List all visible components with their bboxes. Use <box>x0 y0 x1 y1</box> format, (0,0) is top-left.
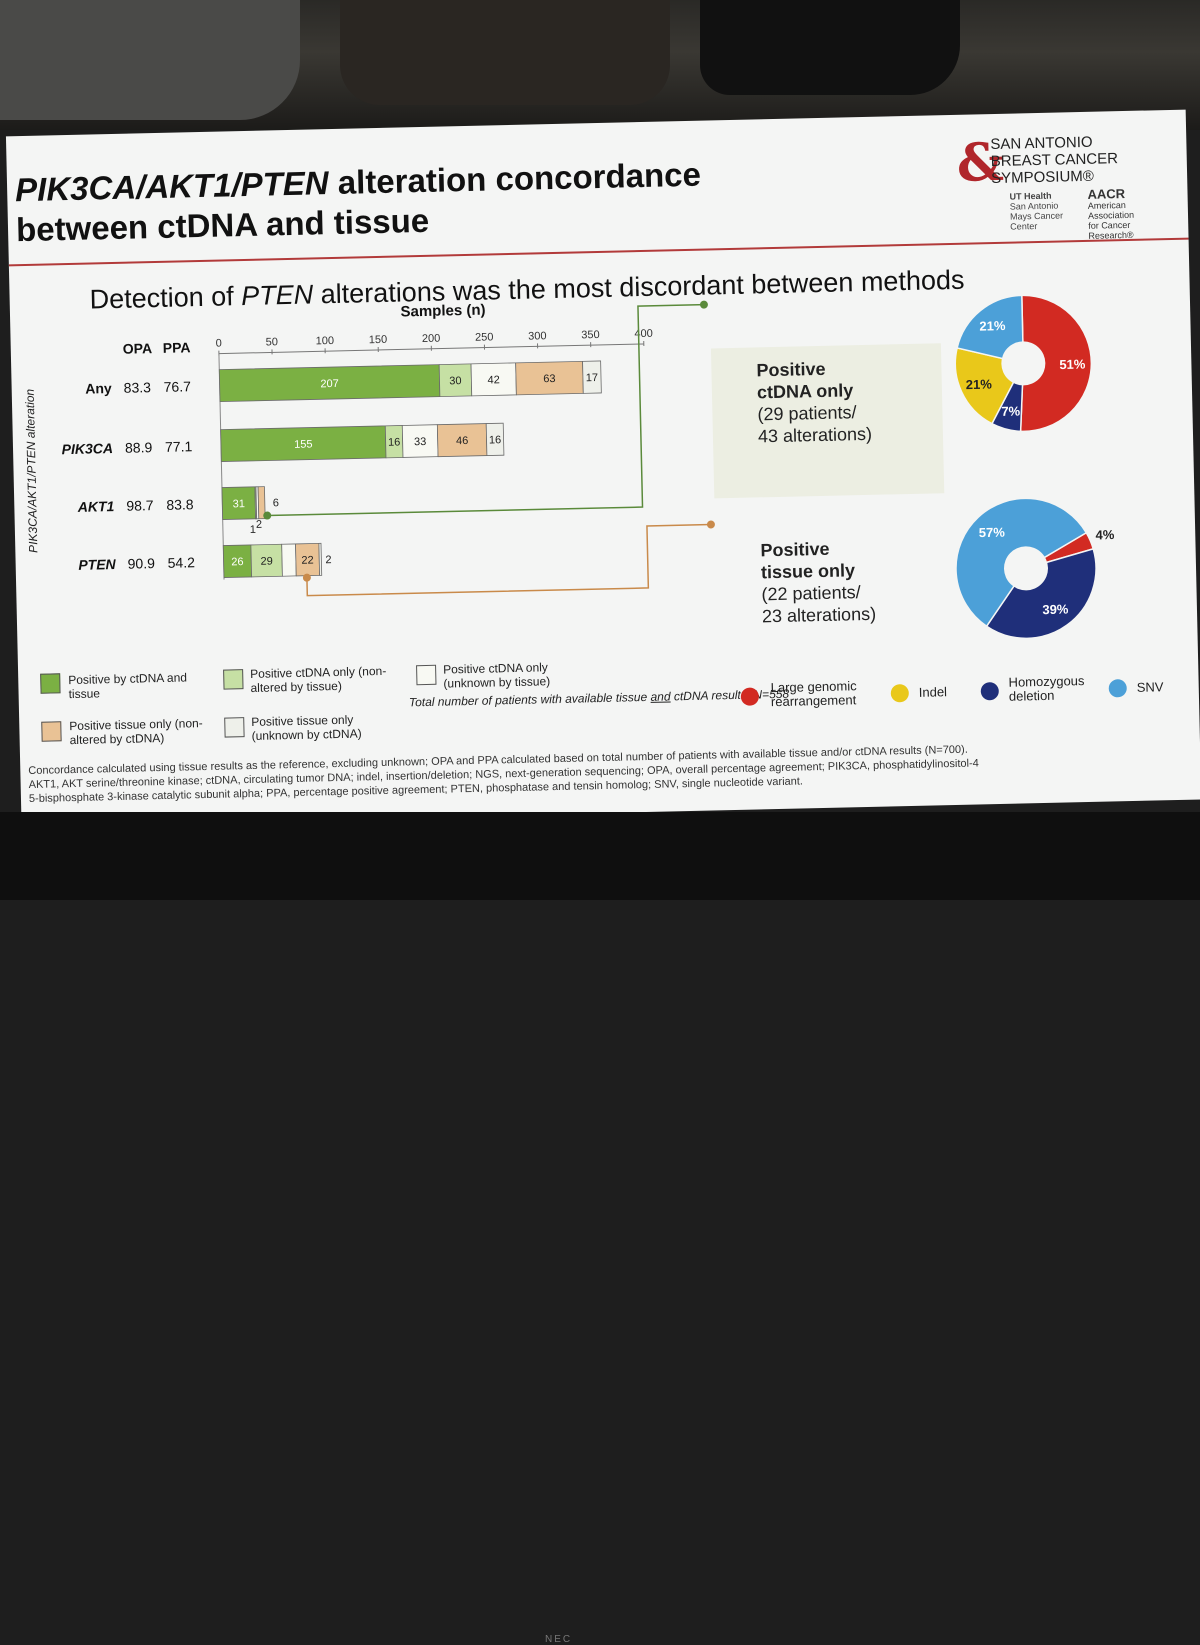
bar-segment <box>282 544 297 576</box>
connector-tissue <box>306 524 712 595</box>
pie-legend-large: Large genomic rearrangement <box>770 678 891 709</box>
pie-value-label: 39% <box>1042 602 1069 618</box>
pos-ctdna-l1: Positive <box>756 359 825 381</box>
x-tick-label: 150 <box>369 334 388 346</box>
bar-value-label: 207 <box>320 378 339 390</box>
slide: PIK3CA/AKT1/PTEN alteration concordance … <box>6 110 1200 827</box>
pie-value-label: 21% <box>979 318 1006 334</box>
opa-value: 98.7 <box>126 497 154 514</box>
positive-ctdna-label: Positive ctDNA only (29 patients/ 43 alt… <box>756 357 872 448</box>
pie-value-label: 51% <box>1059 356 1086 372</box>
col-header-ppa: PPA <box>163 339 191 356</box>
x-tick-label: 0 <box>215 338 221 350</box>
bar-value-label: 22 <box>301 555 314 567</box>
category-label: PIK3CA <box>62 440 114 457</box>
ppa-value: 54.2 <box>167 554 195 571</box>
pie-value-label: 7% <box>1001 403 1021 418</box>
monitor-brand: NEC <box>545 1634 572 1645</box>
bar-value-label: 6 <box>273 497 279 509</box>
pos-tissue-l4: 23 alterations) <box>762 604 877 627</box>
pie-value-label: 57% <box>979 525 1006 541</box>
opa-value: 90.9 <box>127 555 155 572</box>
x-tick-label: 50 <box>266 336 279 348</box>
bar-value-label: 46 <box>456 435 469 447</box>
bar-value-label: 29 <box>260 555 273 567</box>
connector-dot <box>707 520 715 528</box>
bar-segment <box>319 543 322 575</box>
pie-value-label: 4% <box>1095 527 1115 542</box>
pos-ctdna-l3: (29 patients/ <box>757 402 856 424</box>
pie-legend-homo: Homozygous deletion <box>1008 674 1109 704</box>
opa-value: 83.3 <box>123 379 151 396</box>
pie-legend-indel: Indel <box>919 685 948 700</box>
pos-tissue-l1: Positive <box>760 539 829 561</box>
legend-swatch-tissue-unknown <box>224 717 244 737</box>
bar-value-label: 155 <box>294 439 313 451</box>
bar-value-label: 2 <box>256 519 262 531</box>
legend-swatch-tissue-non <box>41 721 61 741</box>
x-tick-label: 350 <box>581 329 600 341</box>
pos-tissue-l3: (22 patients/ <box>761 582 860 604</box>
opa-value: 88.9 <box>125 439 153 456</box>
bar-value-label: 26 <box>231 556 244 568</box>
legend-ctdna-unknown: Positive ctDNA only (unknown by tissue) <box>443 659 594 690</box>
bar-value-label: 33 <box>414 436 427 448</box>
legend-ctdna-non: Positive ctDNA only (non-altered by tiss… <box>250 664 401 695</box>
bar-value-label: 63 <box>543 373 556 385</box>
ppa-value: 83.8 <box>166 496 194 513</box>
bar-value-label: 17 <box>586 372 599 384</box>
pos-tissue-l2: tissue only <box>761 560 855 582</box>
category-label: AKT1 <box>77 498 115 515</box>
projection-screen: PIK3CA/AKT1/PTEN alteration concordance … <box>0 71 1200 838</box>
total-note-and: and <box>650 689 670 703</box>
monitor-bezel: NEC <box>0 812 1200 900</box>
ppa-value: 77.1 <box>165 438 193 455</box>
x-tick-label: 250 <box>475 331 494 343</box>
pos-ctdna-l4: 43 alterations) <box>758 424 873 447</box>
pos-ctdna-l2: ctDNA only <box>757 380 854 402</box>
col-header-opa: OPA <box>123 340 153 357</box>
category-label: Any <box>85 380 112 397</box>
bar-value-label: 16 <box>388 437 401 449</box>
legend-tissue-non: Positive tissue only (non-altered by ctD… <box>69 716 220 747</box>
bar-value-label: 30 <box>449 375 462 387</box>
x-axis-line <box>219 344 644 354</box>
pie-value-label: 21% <box>966 377 993 393</box>
x-tick-label: 100 <box>316 335 335 347</box>
bar-value-label: 42 <box>487 374 500 386</box>
bar-value-label: 31 <box>233 498 246 510</box>
bar-value-label: 16 <box>489 434 502 446</box>
legend-pos-both: Positive by ctDNA and tissue <box>68 670 209 701</box>
legend-tissue-unknown: Positive tissue only (unknown by ctDNA) <box>251 712 402 743</box>
category-label: PTEN <box>78 556 117 573</box>
legend-swatch-ctdna-non <box>223 669 243 689</box>
positive-tissue-label: Positive tissue only (22 patients/ 23 al… <box>760 537 876 628</box>
x-tick-label: 400 <box>634 328 653 340</box>
ppa-value: 76.7 <box>163 378 191 395</box>
legend-swatch-ctdna-unknown <box>416 665 436 685</box>
y-axis-title: PIK3CA/AKT1/PTEN alteration <box>23 388 41 553</box>
x-tick-label: 300 <box>528 330 547 342</box>
axis-title: Samples (n) <box>400 302 485 321</box>
pie-legend-snv: SNV <box>1137 680 1164 695</box>
legend-swatch-pos-both <box>40 673 60 693</box>
bar-value-label: 2 <box>325 554 331 566</box>
x-tick-label: 200 <box>422 333 441 345</box>
connector-dot <box>700 301 708 309</box>
